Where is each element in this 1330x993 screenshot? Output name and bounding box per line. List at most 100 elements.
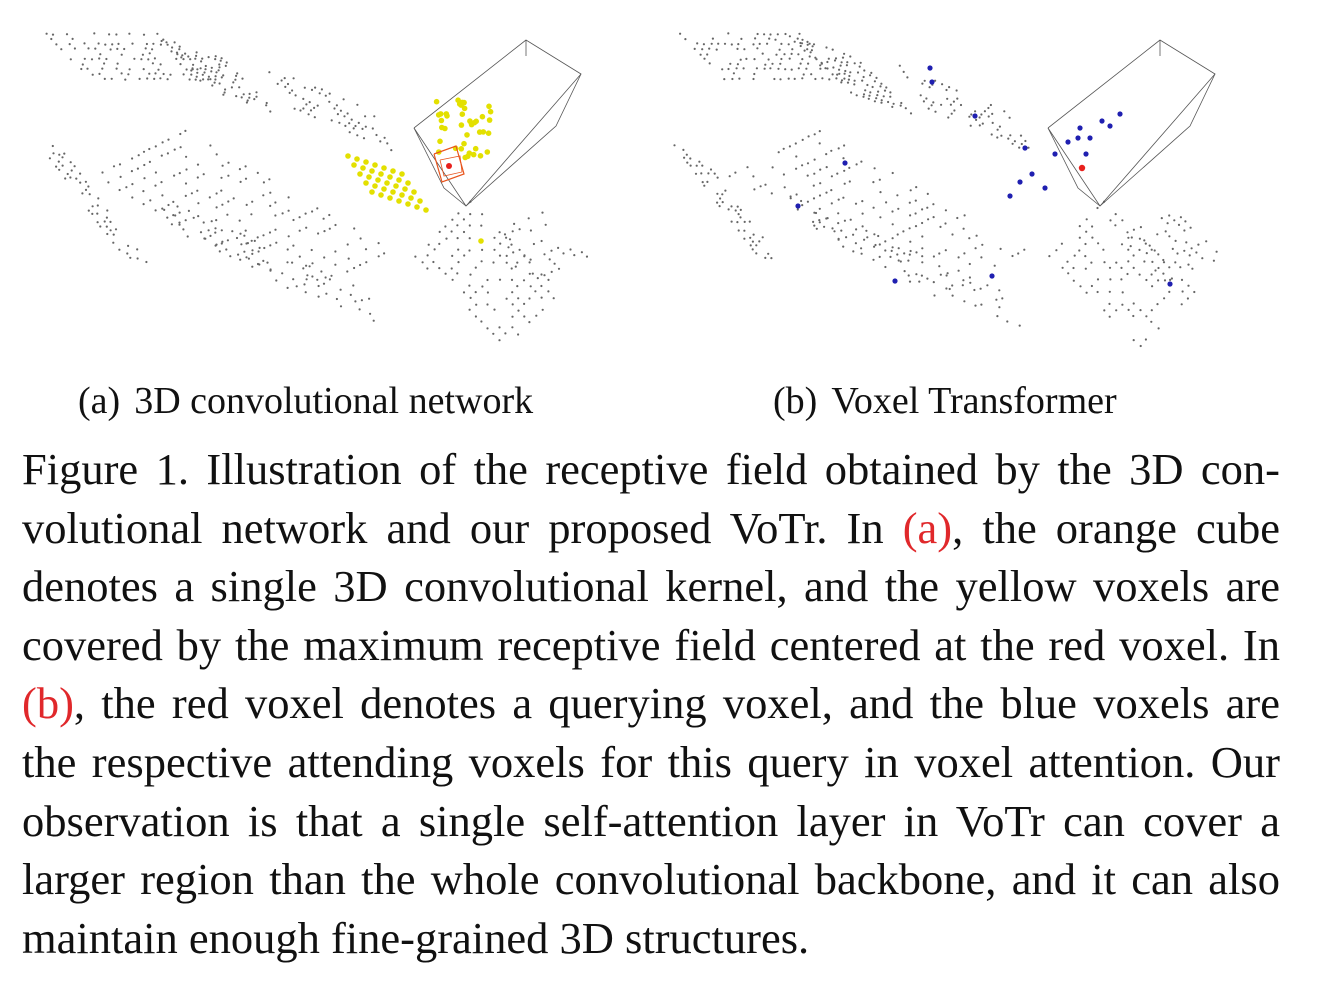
scan-point [1114,213,1117,216]
receptive-field-voxel [351,162,357,168]
scan-point [146,77,149,80]
scan-point [891,210,894,213]
scan-point [1150,248,1153,251]
scan-point [787,77,790,80]
scan-point [1108,302,1111,305]
scan-point [162,72,165,76]
scan-point [117,42,120,45]
scan-point [103,62,106,65]
scan-point [547,278,550,281]
scan-point [209,78,212,81]
scan-point [896,253,899,256]
scan-point [825,191,828,194]
scan-point [552,297,555,300]
scan-point [826,217,829,220]
scan-point [818,142,821,145]
scan-point [493,248,496,251]
attending-voxel [1117,111,1123,117]
scan-point [794,142,797,145]
scan-point [339,288,342,291]
scan-point [236,72,239,75]
scan-point [849,218,852,221]
scan-point [302,97,305,100]
scan-point [291,261,294,264]
scan-point [1127,236,1130,239]
scan-point [703,57,706,60]
scan-point [795,167,798,170]
scan-point [498,278,502,281]
scan-point [320,88,323,91]
scan-point [1078,225,1081,228]
scan-point [215,71,218,74]
scan-point [993,264,996,267]
scan-point [1170,277,1173,280]
scan-point [1148,244,1151,247]
scan-point [505,254,508,257]
scan-point [1157,327,1160,330]
scan-point [66,172,69,176]
scan-point [761,236,764,239]
scan-point [204,68,207,71]
scan-point [915,186,918,189]
scan-point [852,233,855,236]
scan-point [144,47,147,50]
scan-point [157,68,160,71]
caption-ref-a-link[interactable]: (a) [902,502,953,553]
receptive-field-voxel [459,111,466,117]
scan-point [354,300,357,303]
scan-point [801,138,804,141]
scan-point [105,216,108,219]
scan-point [991,112,994,115]
scan-point [1151,260,1154,263]
receptive-field-voxel [470,151,477,158]
scan-point [569,248,572,251]
scan-point [377,242,380,245]
scan-point [892,102,895,105]
scan-point [686,161,689,164]
scan-point [129,256,132,259]
scan-point [759,185,762,188]
scan-point [105,57,108,61]
scan-point [215,219,218,222]
receptive-field-voxel [437,138,443,145]
scan-point [879,191,882,194]
scan-point [945,88,948,92]
scan-point [196,176,199,179]
scan-point [160,154,163,157]
scan-point [1001,297,1004,300]
scan-point [220,242,223,245]
scan-point [475,303,478,306]
receptive-field-voxel [375,177,381,183]
scan-point [196,71,199,74]
scan-point [779,78,782,81]
scan-point [758,42,761,45]
scan-point [295,285,298,288]
scan-point [753,188,756,191]
scan-point [1006,320,1009,323]
scan-point [349,293,352,296]
scan-point [292,244,295,247]
scan-point [548,258,551,261]
receptive-field-voxel [433,98,440,105]
caption-text-3: , the red voxel denotes a querying voxel… [22,678,1280,963]
scan-point [284,85,287,88]
scan-point [932,216,935,219]
scan-point [764,183,767,186]
scan-point [1102,248,1105,251]
scan-point [91,73,94,76]
scan-point [1189,226,1192,229]
scan-point [706,180,709,183]
scan-point [941,83,944,86]
scan-point [873,100,876,103]
receptive-field-voxel [390,168,396,174]
scan-point [728,175,731,178]
scan-point [311,210,314,213]
scan-point [248,92,251,95]
scan-point [358,308,361,311]
scan-point [845,236,848,239]
caption-ref-b-link[interactable]: (b) [22,678,74,729]
scan-point [83,42,86,45]
scan-point [701,181,704,184]
scan-point [723,42,727,45]
scan-point [1153,249,1156,252]
